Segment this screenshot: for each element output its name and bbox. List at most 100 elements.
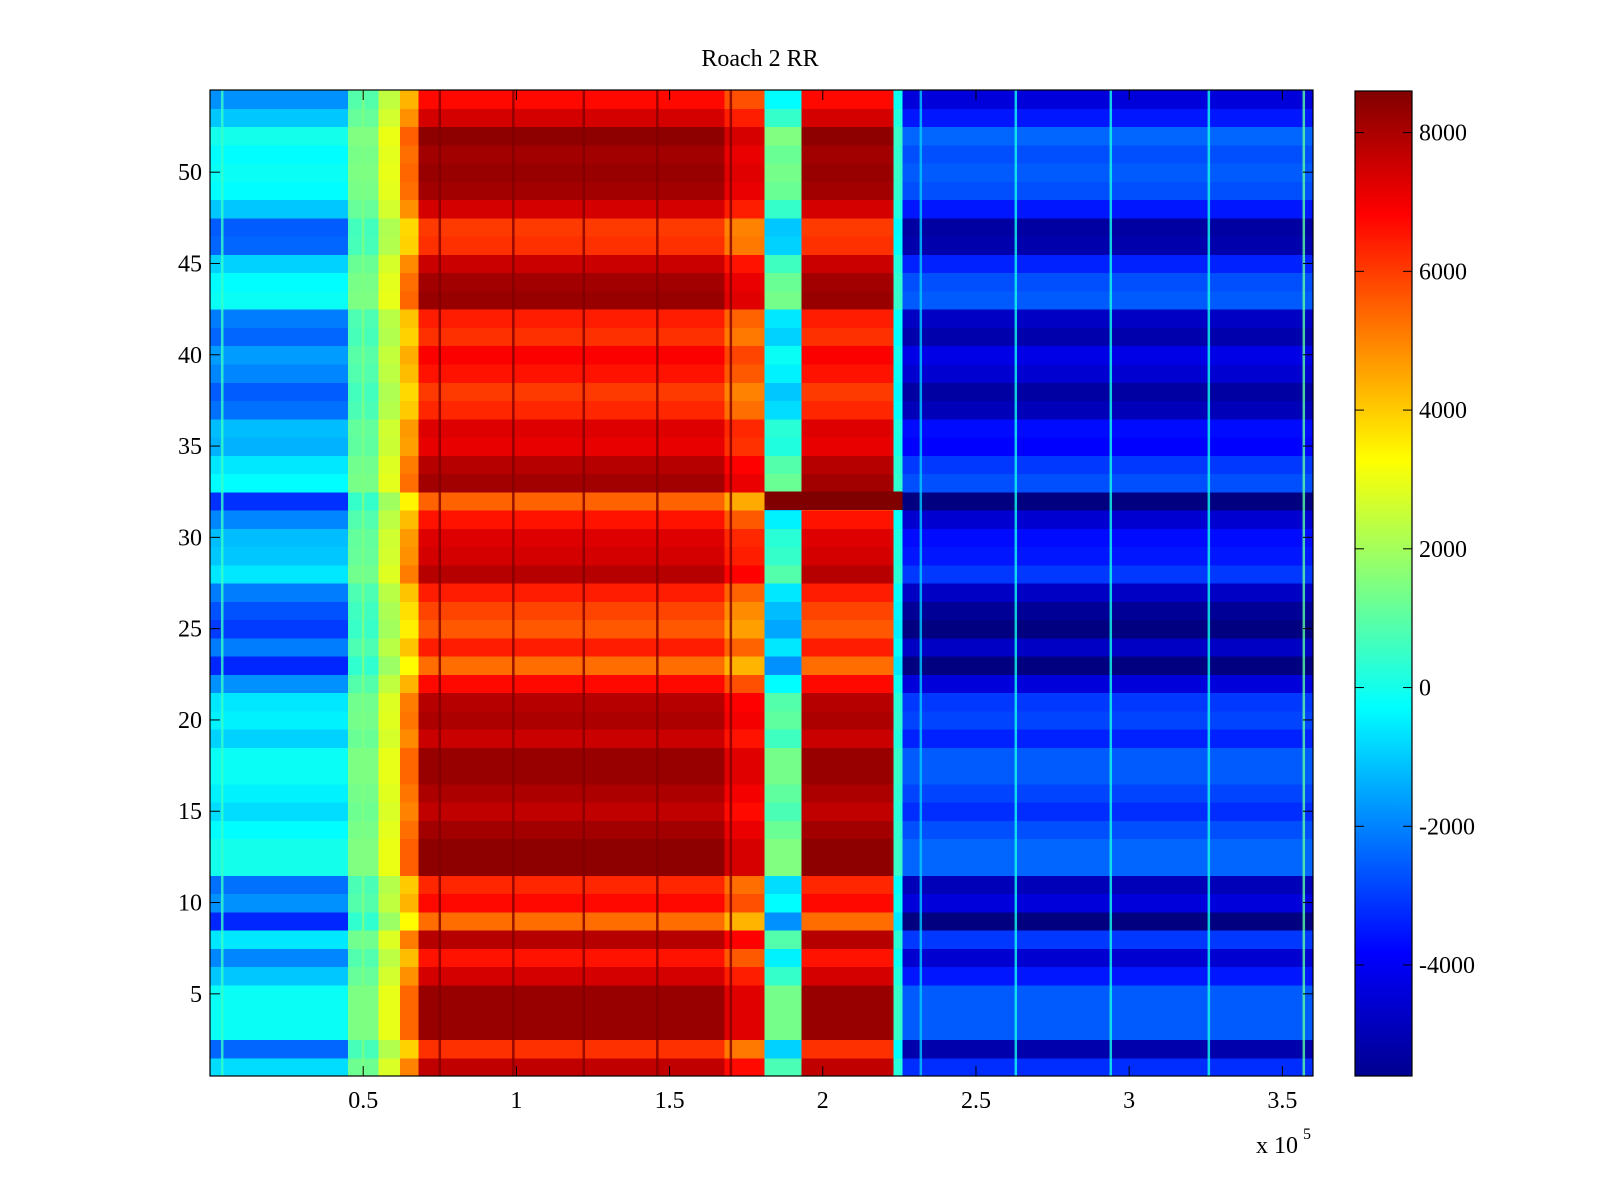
heatmap-cell xyxy=(902,802,1314,821)
heatmap-cell xyxy=(764,710,802,730)
heatmap-cell xyxy=(210,966,349,986)
heatmap-cell xyxy=(801,181,894,201)
heatmap-cell xyxy=(418,875,726,895)
heatmap-cell xyxy=(418,382,726,402)
heatmap-cell xyxy=(418,747,726,767)
heatmap-cell xyxy=(399,674,419,694)
colorbar xyxy=(1354,90,1413,1077)
chart-title: Roach 2 RR xyxy=(701,46,818,72)
heatmap-cell xyxy=(399,929,419,949)
heatmap-cell xyxy=(801,236,894,255)
heatmap-cell xyxy=(210,528,349,548)
colorbar-tick-label: -2000 xyxy=(1419,814,1475,840)
heatmap-cell xyxy=(378,966,401,986)
heatmap-cell xyxy=(801,564,894,584)
heatmap-cell xyxy=(764,90,802,109)
heatmap-cell xyxy=(418,583,726,602)
heatmap-cell xyxy=(399,491,419,511)
heatmap-cell xyxy=(893,619,904,639)
heatmap-cell xyxy=(801,911,894,931)
heatmap-cell xyxy=(724,1002,766,1022)
heatmap-cell xyxy=(724,692,766,712)
heatmap-cell xyxy=(801,674,894,694)
heatmap-cell xyxy=(418,674,726,694)
heatmap-cell xyxy=(724,217,766,237)
heatmap-cell xyxy=(378,802,401,821)
heatmap-cell xyxy=(210,765,349,785)
heatmap-cell xyxy=(210,1002,349,1022)
heatmap-cell xyxy=(764,783,802,803)
heatmap-cell xyxy=(210,236,349,255)
heatmap-cell xyxy=(801,948,894,968)
heatmap-cell xyxy=(801,436,894,456)
heatmap-cell xyxy=(893,765,904,785)
heatmap-cell xyxy=(724,327,766,347)
heatmap-cell xyxy=(893,1021,904,1041)
x-tick-label: 2 xyxy=(817,1088,829,1114)
heatmap-cell xyxy=(418,856,726,876)
heatmap-cell xyxy=(801,820,894,840)
heatmap-cell xyxy=(378,1057,401,1077)
heatmap-cell xyxy=(893,309,904,328)
heatmap-cell xyxy=(893,163,904,182)
colorbar-tick-label: -4000 xyxy=(1419,953,1475,979)
heatmap-cell xyxy=(210,564,349,584)
heatmap-cell xyxy=(724,418,766,438)
heatmap-cell xyxy=(210,418,349,438)
heatmap-cell xyxy=(418,473,726,493)
heatmap-cell xyxy=(801,290,894,310)
heatmap-cell xyxy=(210,656,349,675)
heatmap-cell xyxy=(210,144,349,164)
heatmap-cell xyxy=(210,674,349,694)
heatmap-cell xyxy=(893,856,904,876)
heatmap-cell xyxy=(418,966,726,986)
heatmap-cell xyxy=(764,108,802,128)
colorbar-tick-label: 2000 xyxy=(1419,537,1467,563)
x-tick-label: 2.5 xyxy=(961,1088,991,1114)
heatmap-cell xyxy=(724,473,766,493)
x-tick-label: 1 xyxy=(510,1088,522,1114)
heatmap-cell xyxy=(893,254,904,274)
heatmap-cell xyxy=(764,729,802,748)
heatmap-cell xyxy=(902,656,1314,675)
heatmap-cell xyxy=(418,509,726,529)
heatmap-cell xyxy=(724,363,766,383)
heatmap-cell xyxy=(893,802,904,821)
heatmap-cell xyxy=(764,254,802,274)
heatmap-cell xyxy=(801,400,894,420)
heatmap-cell xyxy=(210,181,349,201)
heatmap-cell xyxy=(902,1002,1314,1022)
x-tick-label: 3 xyxy=(1123,1088,1135,1114)
heatmap-cell xyxy=(418,546,726,566)
heatmap-cell xyxy=(210,546,349,566)
heatmap-cell xyxy=(210,1057,349,1077)
y-axis: 5 10 15 20 25 30 35 40 45 50 xyxy=(178,160,1313,1008)
colorbar-tick-label: 4000 xyxy=(1419,398,1467,424)
heatmap-cell xyxy=(399,163,419,182)
heatmap-cell xyxy=(764,929,802,949)
heatmap-cell xyxy=(902,528,1314,548)
heatmap-cell xyxy=(801,254,894,274)
y-tick-label: 50 xyxy=(178,160,202,186)
heatmap-cell xyxy=(801,272,894,292)
heatmap-cells xyxy=(210,90,1314,1077)
heatmap-cell xyxy=(210,802,349,821)
heatmap-cell xyxy=(764,400,802,420)
heatmap-cell xyxy=(902,948,1314,968)
heatmap-cell xyxy=(801,509,894,529)
heatmap-cell xyxy=(724,637,766,657)
heatmap-cell xyxy=(210,345,349,365)
heatmap-cell xyxy=(893,710,904,730)
heatmap-cell xyxy=(902,729,1314,748)
heatmap-cell xyxy=(378,820,401,840)
heatmap-cell xyxy=(893,729,904,748)
heatmap-cell xyxy=(893,199,904,219)
heatmap-cell xyxy=(724,619,766,639)
heatmap-cell xyxy=(378,126,401,146)
heatmap-cell xyxy=(893,345,904,365)
heatmap-cell xyxy=(378,929,401,949)
heatmap-cell xyxy=(764,546,802,566)
heatmap-cell xyxy=(801,692,894,712)
heatmap-cell xyxy=(418,729,726,748)
heatmap-cell xyxy=(378,509,401,529)
